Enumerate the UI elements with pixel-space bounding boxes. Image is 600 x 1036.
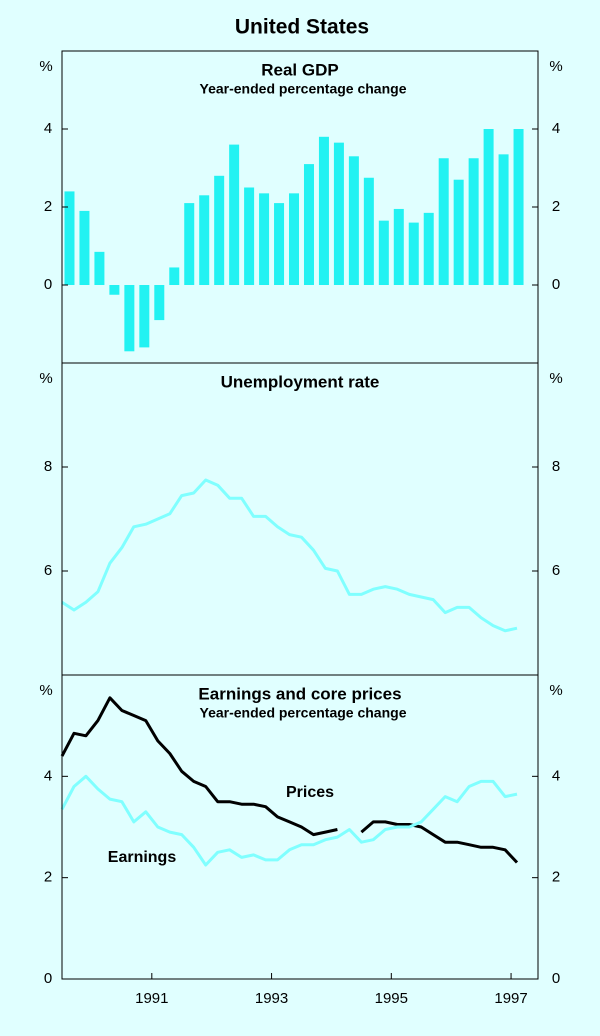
bar	[229, 144, 240, 285]
y-tick-label-left: 4	[44, 120, 52, 137]
panel-subtitle: Year-ended percentage change	[200, 705, 407, 721]
bar	[289, 193, 300, 285]
bar	[408, 222, 419, 285]
line-series	[60, 696, 519, 864]
bar	[363, 177, 374, 285]
y-tick-label-left: 2	[44, 869, 52, 886]
x-tick-label: 1993	[255, 990, 288, 1007]
y-unit-right: %	[549, 370, 562, 387]
y-unit-right: %	[549, 682, 562, 699]
y-tick-label-right: 2	[552, 869, 560, 886]
bar	[259, 193, 270, 285]
series-label: Prices	[286, 784, 334, 801]
bar	[139, 285, 150, 348]
y-tick-label-right: 6	[552, 562, 560, 579]
bar	[184, 203, 195, 285]
x-tick-label: 1997	[494, 990, 527, 1007]
y-tick-label-left: 2	[44, 198, 52, 215]
panel-subtitle: Year-ended percentage change	[200, 81, 407, 97]
y-tick-label-left: 0	[44, 276, 52, 293]
panel-frame	[61, 362, 539, 676]
bar	[199, 195, 210, 285]
y-unit-left: %	[39, 682, 52, 699]
line-series	[60, 774, 518, 867]
y-tick-label-right: 4	[552, 767, 560, 784]
bar	[318, 136, 329, 285]
y-tick-label-right: 8	[552, 458, 560, 475]
bar	[244, 187, 255, 285]
y-tick-label-right: 0	[552, 276, 560, 293]
bar	[333, 142, 344, 285]
y-tick-label-right: 0	[552, 970, 560, 987]
y-tick-label-left: 4	[44, 767, 52, 784]
bar	[154, 285, 165, 321]
bar	[498, 154, 509, 285]
bar	[378, 220, 389, 285]
y-tick-label-left: 8	[44, 458, 52, 475]
bar	[94, 251, 105, 285]
panel-title: Unemployment rate	[221, 372, 380, 391]
y-tick-label-left: 6	[44, 562, 52, 579]
panel-title: Real GDP	[261, 60, 338, 79]
y-unit-left: %	[39, 370, 52, 387]
bar	[169, 267, 180, 285]
bar	[64, 191, 75, 285]
bar	[124, 285, 135, 352]
y-unit-left: %	[39, 58, 52, 75]
bar	[393, 208, 404, 285]
bar	[453, 179, 464, 285]
bar	[483, 129, 494, 285]
bar	[109, 285, 120, 295]
page-title: United States	[235, 16, 369, 39]
panel-frame	[61, 674, 539, 980]
bar	[513, 129, 524, 285]
bar	[274, 203, 285, 285]
bar	[79, 210, 90, 285]
bar	[423, 212, 434, 285]
panel-title: Earnings and core prices	[198, 684, 401, 703]
x-tick-label: 1995	[375, 990, 408, 1007]
y-tick-label-right: 4	[552, 120, 560, 137]
bar	[303, 164, 314, 285]
y-tick-label-left: 0	[44, 970, 52, 987]
line-series	[61, 478, 518, 633]
bar	[438, 158, 449, 285]
y-unit-right: %	[549, 58, 562, 75]
bar	[348, 156, 359, 285]
bar	[468, 158, 479, 285]
x-tick-label: 1991	[135, 990, 168, 1007]
bar	[214, 175, 225, 285]
series-label: Earnings	[108, 849, 177, 866]
y-tick-label-right: 2	[552, 198, 560, 215]
